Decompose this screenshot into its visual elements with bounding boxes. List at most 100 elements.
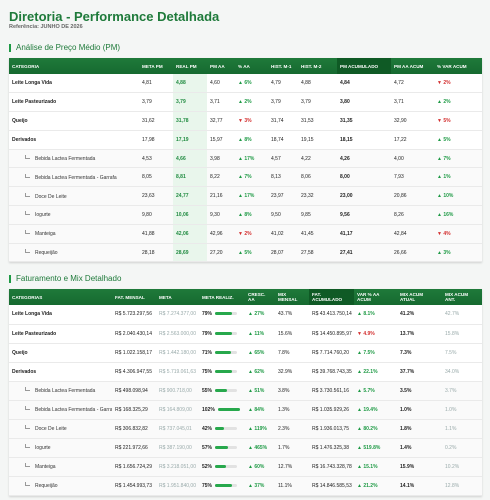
progress-fill [215,426,225,430]
cell: ▲ 8.1% [354,305,397,325]
cell-text: 8,81 [176,174,186,181]
cell: 4,88 [173,74,207,94]
cell-text: ▲ 22.1% [357,368,378,375]
cell: ▼ 2% [235,224,268,244]
cell: 79% [199,324,245,344]
cell: R$ 5.719.061,63 [156,362,199,382]
cell-text: 4,88 [301,80,311,87]
cell: 1.1% [442,419,482,439]
cell: 42,06 [173,224,207,244]
cell-text: 8,13 [271,174,281,181]
cell: 102% [199,400,245,420]
cell: 23,00 [337,186,391,207]
indent-icon [25,249,30,254]
cell: 4,79 [268,74,298,94]
cell-text: R$ 1.454.993,73 [115,482,152,489]
column-header: VAR % AA ACUM [354,289,397,305]
cell: 26,66 [391,243,434,263]
cell-text: R$ 1.442.180,00 [159,349,196,356]
cell: ▼ 4% [434,224,482,244]
cell: 4,84 [337,74,391,94]
cell-text: 24,77 [176,193,189,200]
cell-text: 27,20 [210,249,223,256]
cell-text: ▼ 3% [238,117,252,124]
category-name: Bebida Lactea Fermentada [35,156,96,163]
cell: R$ 16.743.328,78 [309,457,354,477]
cell-text: 41,88 [142,230,155,237]
cell-text: ▲ 21.2% [357,482,378,489]
progress-fill [215,331,233,335]
cell-text: R$ 4.306.947,55 [115,368,152,375]
category-name: Queijo [12,117,28,124]
cell-text: 4,53 [142,155,152,162]
cell-text: ▲ 7% [437,155,451,162]
cell: 31,35 [337,111,391,131]
cell-text: 27,58 [301,249,314,256]
cell: ▲ 17% [235,186,268,207]
cell: 31,53 [298,111,337,131]
main-row: Derivados 17,98 17,19 15,97 ▲ 8% 18,74 19,15 18… [9,130,482,150]
column-header: CATEGORIAS [9,289,112,305]
cell: R$ 900.718,00 [156,381,199,401]
cell: 1.8% [397,419,442,439]
cell: ▲ 1% [434,167,482,188]
column-header: MIX ACUM ANT. [442,289,482,305]
cell: R$ 1.476.325,38 [309,438,354,458]
cell: 10.2% [442,457,482,477]
cell: 10,06 [173,205,207,225]
cell: 42% [199,419,245,439]
column-header: MIX MENSAL [275,289,309,305]
cell-text: 1.3% [278,406,290,413]
cell-text: 23,00 [340,193,353,200]
sub-row: Bebida Lactea Fermentada R$ 498.098,94 R$ … [9,381,482,401]
cell: R$ 164.809,00 [156,400,199,420]
cell-text: 41.2% [400,311,415,318]
cell-text: 20,86 [394,193,407,200]
cell: 1.0% [397,400,442,420]
cell-text: 41,45 [301,230,314,237]
cell-text: ▲ 15.1% [357,463,378,470]
cell-text: ▲ 19.4% [357,406,378,413]
cell-text: 9,56 [340,211,350,218]
cell: 4,72 [391,74,434,94]
cell: R$ 221.972,66 [112,438,156,458]
cell: 12.8% [442,476,482,496]
progress-fill [215,369,232,373]
cell: 0.2% [442,438,482,458]
cell: Leite Pasteurizado [9,92,139,113]
cell: 11.1% [275,476,309,496]
progress-track [215,388,238,392]
cell-text: 3,71 [394,99,404,106]
cell: ▲ 84% [245,400,275,420]
cell-text: 10,06 [176,211,189,218]
progress-track [215,331,238,335]
cell: Manteiga [9,224,139,244]
cell: ▲ 22.1% [354,362,397,382]
cell-text: R$ 3.730.561,16 [312,387,349,394]
cell: 17,19 [173,130,207,150]
cell-text: 3,79 [142,99,152,106]
cell-text: 3.7% [445,387,457,394]
cell: 41,45 [298,224,337,244]
sub-row: Bebida Lactea Fermentada - Garrafa 8,05 8,… [9,167,482,188]
main-row: Derivados R$ 4.306.947,55 R$ 5.719.061,63 7… [9,362,482,382]
category-name: Bebida Lactea Fermentada [35,388,96,394]
progress-label: 42% [202,425,213,432]
column-header: MIX ACUM ATUAL [397,289,442,305]
section-title: Faturamento e Mix Detalhado [9,275,121,283]
cell-text: 11.1% [278,482,292,489]
cell-text: R$ 1.035.929,26 [312,406,349,413]
cell: R$ 3.218.051,00 [156,457,199,477]
cell: Doce De Leite [9,186,139,207]
cell: 28,18 [139,243,173,263]
cell-text: R$ 14.846.585,53 [312,482,352,489]
cell: 7,93 [391,167,434,188]
column-header: CRESC. AA [245,289,275,305]
cell-text: ▲ 60% [248,463,265,470]
sub-row: Bebida Lactea Fermentada 4,53 4,66 3,98 ▲ 17… [9,149,482,169]
progress-track [217,407,241,411]
cell: ▲ 119% [245,419,275,439]
cell: 15,97 [207,130,235,150]
sub-row: Manteiga 41,88 42,06 42,96 ▼ 2% 41,02 41,45 41,… [9,224,482,244]
cell: R$ 1.656.724,29 [112,457,156,477]
